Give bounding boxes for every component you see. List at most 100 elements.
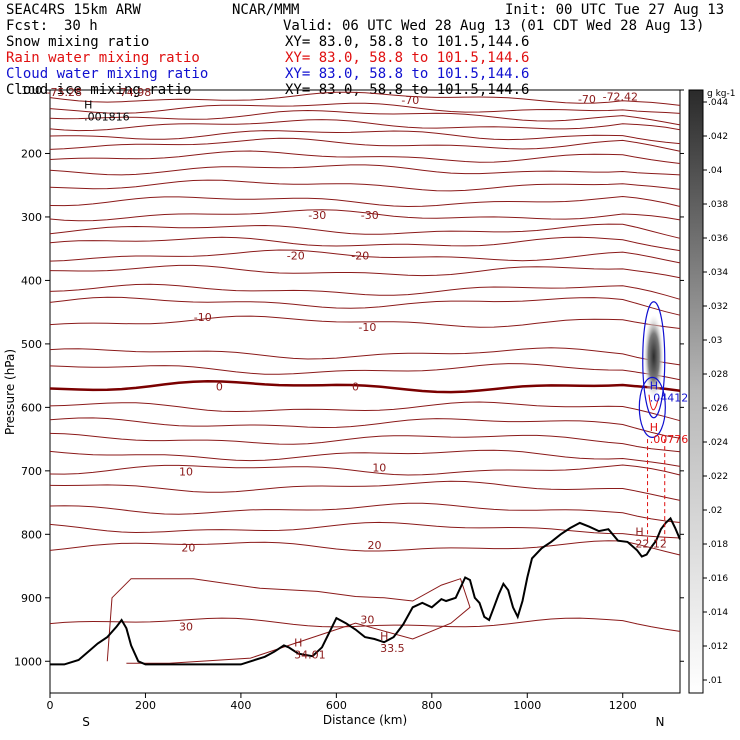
minor-isotherm-line [49, 363, 681, 381]
colorbar-tick-label: .03 [708, 336, 722, 346]
cloud-water-lower-outline [638, 376, 666, 438]
contour-label: -10 [194, 311, 212, 324]
y-axis-label: Pressure (hPa) [3, 349, 17, 435]
extremum-value: .04412 [650, 392, 689, 405]
extremum-value: .001816 [84, 110, 130, 123]
isotherm-line [49, 209, 681, 222]
field-xy-snow: XY= 83.0, 58.8 to 101.5,144.6 [285, 34, 529, 50]
isotherm-line [49, 540, 681, 556]
contour-label: -20 [351, 250, 369, 263]
contour-label: 10 [179, 465, 193, 478]
isotherm-contours [49, 91, 681, 664]
contour-label: -10 [358, 321, 376, 334]
left-endpoint-label: S [82, 715, 90, 729]
minor-isotherm-line [49, 417, 681, 439]
colorbar [688, 89, 704, 694]
minor-isotherm-line [49, 283, 681, 300]
extremum-value: .007762 [650, 433, 696, 446]
x-tick-label: 200 [135, 699, 156, 712]
y-tick-label: 400 [21, 274, 42, 287]
extremum-value: 22.12 [635, 537, 667, 550]
isotherm-line [49, 130, 681, 145]
fcst-label: Fcst: [6, 18, 48, 34]
minor-isotherm-line [49, 119, 681, 132]
model-title: SEAC4RS 15km ARW [6, 2, 141, 18]
center-title: NCAR/MMM [232, 2, 299, 18]
colorbar-tick-label: .02 [708, 506, 722, 516]
minor-isotherm-line [49, 264, 681, 279]
colorbar-tick-label: .036 [708, 234, 728, 244]
contour-label: -30 [361, 209, 379, 222]
contour-labels: -75.28 -74.98 -72.42 -70 -70 -30 -30 -20 -20 -10 -… [47, 86, 638, 633]
contour-label: 30 [360, 613, 374, 626]
colorbar-tick-label: .032 [708, 302, 728, 312]
isotherm-30-loop [106, 578, 471, 664]
extremum-value: 33.5 [380, 642, 405, 655]
minor-isotherm-line [49, 236, 681, 252]
contour-label: -74.98 [116, 86, 151, 99]
minor-isotherm-line [49, 432, 681, 453]
cloud-water-outline [642, 301, 666, 419]
contour-label: 0 [352, 380, 359, 393]
y-tick-label: 900 [21, 592, 42, 605]
y-tick-label: 500 [21, 338, 42, 351]
colorbar-tick-label: .022 [708, 472, 728, 482]
y-tick-label: 100 [21, 84, 42, 97]
colorbar-tick-label: .034 [708, 268, 728, 278]
x-tick-label: 400 [230, 699, 251, 712]
x-tick-label: 1000 [513, 699, 541, 712]
terrain-layer [50, 516, 681, 666]
hydrometeor-layer [638, 301, 666, 541]
field-xy-rain: XY= 83.0, 58.8 to 101.5,144.6 [285, 50, 529, 66]
colorbar-tick-label: .012 [708, 642, 728, 652]
x-axis-label: Distance (km) [323, 713, 407, 727]
y-tick-label: 700 [21, 465, 42, 478]
rain-outline [648, 394, 660, 411]
colorbar-tick-label: .04 [708, 166, 723, 176]
x-tick-label: 0 [47, 699, 54, 712]
y-tick-label: 1000 [14, 655, 42, 668]
extremum-symbol: H [635, 525, 643, 538]
minor-isotherm-line [49, 296, 681, 316]
isotherm-line [49, 315, 681, 329]
colorbar-tick-label: .016 [708, 574, 728, 584]
minor-isotherm-line [49, 401, 681, 422]
contour-label: 20 [368, 539, 382, 552]
minor-isotherm-line [49, 150, 681, 164]
contour-label: 0 [216, 380, 223, 393]
field-name-snow: Snow mixing ratio [6, 34, 149, 50]
extremum-symbol: H [380, 630, 388, 643]
extremum-symbol: H [650, 421, 658, 434]
contour-label: -30 [308, 209, 326, 222]
field-name-rain: Rain water mixing ratio [6, 50, 200, 66]
isotherm-line [49, 164, 681, 176]
field-name-cloud-water: Cloud water mixing ratio [6, 66, 208, 82]
colorbar-tick-label: .024 [708, 438, 728, 448]
minor-isotherm-line [49, 223, 681, 239]
x-tick-label: 800 [421, 699, 442, 712]
valid-time: Valid: 06 UTC Wed 28 Aug 13 (01 CDT Wed … [283, 18, 704, 34]
minor-isotherm-line [49, 195, 681, 208]
minor-isotherm-line [49, 521, 681, 539]
contour-label: -20 [287, 250, 305, 263]
extremum-symbol: H [650, 380, 658, 393]
extremum-value: 34.01 [294, 649, 326, 662]
isotherm-line [49, 109, 681, 126]
colorbar-tick-label: .026 [708, 404, 728, 414]
colorbar-unit: g kg-1 [707, 89, 735, 99]
colorbar-tick-label: .038 [708, 200, 728, 210]
right-endpoint-label: N [656, 715, 665, 729]
x-tick-label: 600 [326, 699, 347, 712]
colorbar-ticks: .01 .012 .014 .016 .018 .02 .022 .024 .026 .028 .0… [703, 98, 728, 686]
colorbar-tick-label: .028 [708, 370, 728, 380]
isotherm-line [49, 380, 681, 394]
minor-isotherm-line [49, 480, 681, 501]
minor-isotherm-line [49, 137, 681, 152]
contour-label: 20 [181, 542, 195, 555]
y-tick-label: 800 [21, 528, 42, 541]
minor-isotherm-line [49, 347, 681, 366]
contour-label: 30 [179, 620, 193, 633]
isotherm-line [49, 91, 681, 106]
